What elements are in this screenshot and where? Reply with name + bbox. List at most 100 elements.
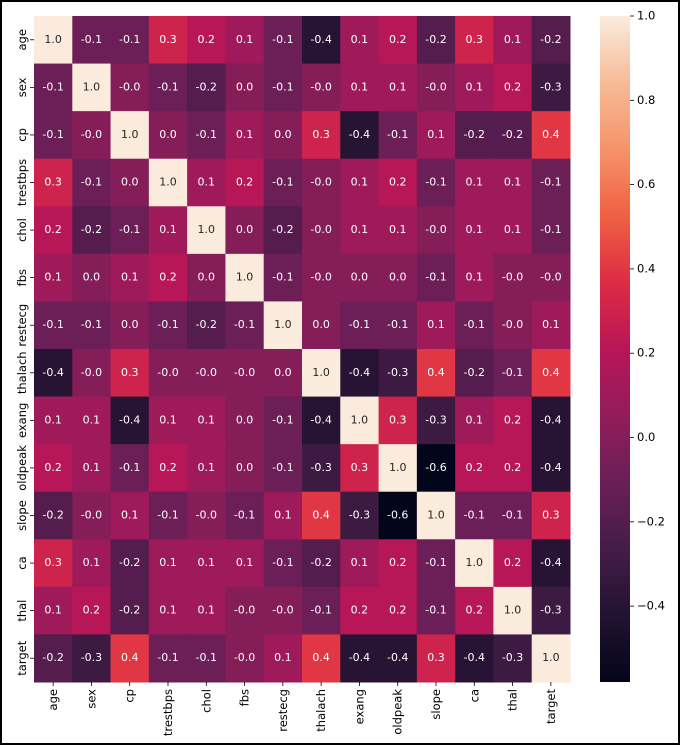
cell-value-label: -0.4 xyxy=(464,651,485,664)
heatmap-cell xyxy=(263,158,303,207)
cell-value-label: -0.1 xyxy=(349,318,370,331)
heatmap-cell xyxy=(110,206,150,255)
cell-value-label: -0.2 xyxy=(272,223,293,236)
x-tick-label: target xyxy=(544,689,558,724)
x-tick-label: thal xyxy=(506,689,520,711)
cell-value-label: -0.2 xyxy=(42,651,63,664)
heatmap-cell xyxy=(416,396,456,445)
cell-value-label: -0.2 xyxy=(310,556,331,569)
heatmap-cell xyxy=(302,491,341,540)
cell-value-label: -0.0 xyxy=(234,651,255,664)
cell-value-label: 0.3 xyxy=(44,556,62,569)
heatmap-cell xyxy=(455,158,494,207)
cell-value-label: -0.2 xyxy=(196,80,217,93)
cell-value-label: -0.1 xyxy=(272,80,293,93)
cell-value-label: 1.0 xyxy=(504,604,522,617)
cell-value-label: -0.1 xyxy=(540,176,561,189)
heatmap-cell xyxy=(531,253,571,302)
heatmap-cell xyxy=(187,301,226,350)
heatmap-cell xyxy=(187,16,226,65)
heatmap-cell xyxy=(340,634,380,683)
x-axis-ticks: age sex cp trestbps chol fbs restecg thalach exa… xyxy=(46,682,558,736)
heatmap-cell xyxy=(340,396,380,445)
heatmap-cell xyxy=(493,63,533,112)
heatmap-cell xyxy=(493,586,533,635)
cell-value-label: 0.1 xyxy=(198,176,216,189)
cell-value-label: 0.1 xyxy=(198,461,216,474)
cell-value-label: 0.2 xyxy=(83,604,101,617)
heatmap-cell xyxy=(416,63,456,112)
heatmap-cell xyxy=(302,16,341,65)
heatmap-cell xyxy=(378,253,418,302)
cell-value-label: -0.1 xyxy=(157,318,178,331)
cell-value-label: 0.1 xyxy=(504,223,522,236)
heatmap-cell xyxy=(455,349,494,398)
cell-value-label: -0.1 xyxy=(272,413,293,426)
cell-value-label: 0.3 xyxy=(389,413,407,426)
heatmap-cell xyxy=(72,158,112,207)
cell-value-label: -0.0 xyxy=(81,128,102,141)
cell-value-label: 0.1 xyxy=(198,413,216,426)
heatmap-cell xyxy=(110,349,150,398)
heatmap-cell xyxy=(148,396,188,445)
cell-value-label: 0.1 xyxy=(389,223,407,236)
heatmap-cell xyxy=(531,63,571,112)
heatmap-cell xyxy=(531,111,571,160)
heatmap-cell xyxy=(455,111,494,160)
cell-value-label: 0.1 xyxy=(159,556,177,569)
cell-value-label: 0.4 xyxy=(312,509,330,522)
heatmap-cell xyxy=(493,111,533,160)
heatmap-cell xyxy=(416,634,456,683)
y-tick-label: slope xyxy=(15,500,29,531)
cell-value-label: 1.0 xyxy=(236,271,254,284)
x-tick-label: exang xyxy=(352,689,366,724)
heatmap-cell xyxy=(493,206,533,255)
heatmap-cell xyxy=(263,253,303,302)
cell-value-label: -0.1 xyxy=(464,318,485,331)
heatmap-cell xyxy=(378,301,418,350)
cell-value-label: 0.1 xyxy=(389,80,407,93)
colorbar-tick-label: 0.6 xyxy=(637,177,655,191)
heatmap-cell xyxy=(455,16,494,65)
heatmap-cell xyxy=(263,301,303,350)
cell-value-label: 1.0 xyxy=(351,413,369,426)
heatmap-cell xyxy=(493,16,533,65)
heatmap-cell xyxy=(187,586,226,635)
heatmap-cell xyxy=(110,253,150,302)
cell-value-label: 0.1 xyxy=(351,176,369,189)
cell-value-label: 1.0 xyxy=(121,128,139,141)
heatmap-cell xyxy=(148,301,188,350)
heatmap-cell xyxy=(110,63,150,112)
cell-value-label: 0.1 xyxy=(236,128,254,141)
cell-value-label: -0.1 xyxy=(42,128,63,141)
cell-value-label: 0.1 xyxy=(274,651,292,664)
y-tick-label: target xyxy=(15,640,29,675)
heatmap-cell xyxy=(302,444,341,493)
cell-value-label: 0.1 xyxy=(198,556,216,569)
heatmap-cell xyxy=(302,301,341,350)
heatmap-cell xyxy=(72,586,112,635)
colorbar-tick-label: −0.4 xyxy=(637,599,665,613)
cell-value-label: 0.0 xyxy=(236,80,254,93)
heatmap-cell xyxy=(110,111,150,160)
colorbar-gradient xyxy=(600,16,630,682)
heatmap-cell xyxy=(187,111,226,160)
heatmap-cell xyxy=(148,444,188,493)
cell-value-label: 0.1 xyxy=(427,318,445,331)
y-tick-label: cp xyxy=(15,128,29,142)
cell-value-label: 0.1 xyxy=(351,223,369,236)
cell-value-label: -0.3 xyxy=(540,604,561,617)
cell-value-label: 0.2 xyxy=(466,461,484,474)
cell-value-label: -0.1 xyxy=(119,461,140,474)
cell-value-label: -0.4 xyxy=(310,33,331,46)
cell-value-label: -0.1 xyxy=(272,33,293,46)
cell-value-label: -0.2 xyxy=(502,128,523,141)
heatmap-cell xyxy=(34,206,73,255)
heatmap-cell xyxy=(378,63,418,112)
cell-value-label: -0.1 xyxy=(387,128,408,141)
heatmap-cell xyxy=(416,301,456,350)
cell-value-label: 0.0 xyxy=(121,176,139,189)
heatmap-cell xyxy=(455,586,494,635)
cell-value-label: 0.3 xyxy=(542,509,560,522)
heatmap-cell xyxy=(531,158,571,207)
